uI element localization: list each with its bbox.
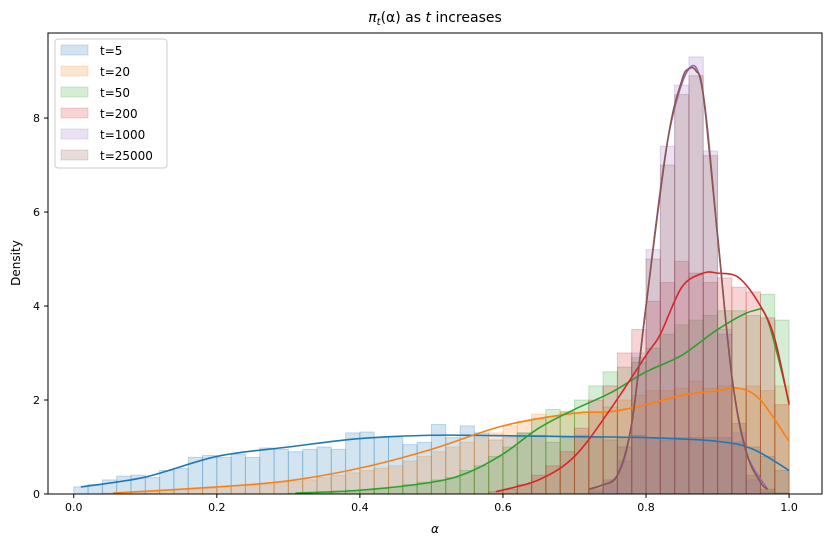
chart-title: πt(α) as t increases: [368, 10, 502, 28]
x-tick-label: 0.0: [65, 501, 83, 514]
legend-box: [54, 38, 168, 169]
hist-bar-t=5: [73, 486, 89, 495]
legend-swatch: [60, 107, 89, 119]
legend-swatch: [60, 128, 89, 140]
hist-bar-t=25000: [731, 423, 747, 495]
x-tick-label: 0.6: [494, 501, 512, 514]
hist-bar-t=20: [273, 481, 289, 495]
hist-bar-t=20: [202, 487, 218, 495]
legend: t=5 t=20 t=50 t=200 t=1000 t=25000: [54, 38, 168, 169]
x-tick-label: 1.0: [780, 501, 798, 514]
kde-line-t=200: [495, 271, 790, 493]
y-tick-label: 0: [33, 488, 40, 501]
hist-bar-t=50: [445, 477, 461, 495]
legend-label: t=50: [100, 86, 130, 100]
hist-bar-t=20: [244, 484, 261, 495]
kde-line-t=5: [80, 434, 790, 488]
hist-bar-t=25000: [588, 488, 604, 495]
plot-frame: [47, 32, 823, 495]
legend-label: t=200: [100, 107, 138, 121]
legend-label: t=25000: [100, 149, 153, 163]
hist-bar-t=200: [573, 427, 590, 495]
hist-bar-t=20: [287, 480, 304, 495]
legend-label: t=1000: [100, 128, 145, 142]
hist-bar-t=20: [230, 485, 246, 495]
x-axis-label: α: [431, 522, 439, 536]
y-tick-label: 8: [33, 112, 40, 125]
legend-swatch: [60, 65, 89, 77]
kde-lines: [80, 64, 790, 494]
hist-bar-t=25000: [631, 361, 647, 495]
kde-line-t=50: [295, 308, 790, 494]
kde-line-t=25000: [588, 66, 769, 491]
x-tick-label: 0.2: [208, 501, 226, 514]
hist-bar-t=5: [116, 475, 132, 495]
y-axis-label: Density: [9, 240, 23, 286]
hist-bar-t=20: [216, 486, 232, 495]
x-tick-label: 0.8: [637, 501, 655, 514]
hist-bar-t=200: [774, 404, 790, 495]
x-axis: 0.0 0.2 0.4 0.6 0.8 1.0: [65, 494, 798, 514]
hist-bar-t=200: [759, 317, 776, 495]
legend-swatch: [60, 149, 89, 161]
legend-label: t=20: [100, 65, 130, 79]
legend-label: t=5: [100, 44, 122, 58]
y-tick-label: 2: [33, 394, 40, 407]
histogram-bars: [73, 56, 790, 495]
hist-bar-t=20: [259, 484, 275, 495]
legend-swatch: [60, 86, 89, 98]
hist-bar-t=20: [187, 488, 204, 495]
hist-bar-t=25000: [674, 94, 690, 495]
hist-bar-t=25000: [759, 488, 776, 495]
hist-bar-t=25000: [688, 75, 704, 495]
y-tick-label: 6: [33, 206, 40, 219]
legend-swatch: [60, 44, 89, 56]
y-tick-label: 4: [33, 300, 40, 313]
hist-bar-t=200: [588, 399, 604, 495]
hist-bar-t=50: [473, 465, 490, 495]
x-tick-label: 0.4: [351, 501, 369, 514]
y-axis: 0 2 4 6 8: [33, 112, 48, 501]
